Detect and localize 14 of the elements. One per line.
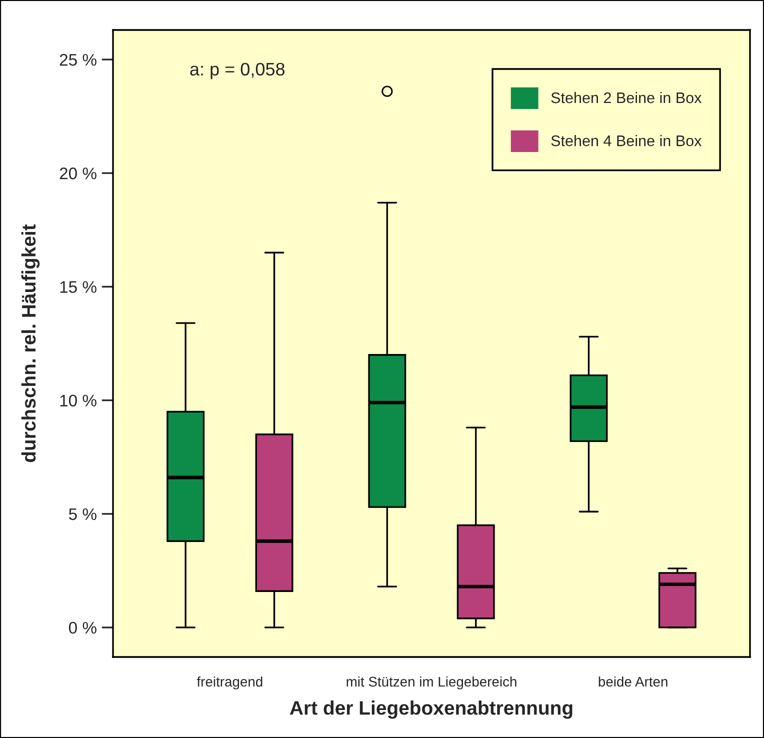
y-tick-label: 25 % — [60, 54, 96, 66]
y-axis-title: durchschn. rel. Häufigkeit — [21, 224, 40, 462]
x-tick-label: beide Arten — [598, 676, 668, 687]
legend-label: Stehen 2 Beine in Box — [551, 92, 702, 104]
y-tick-label: 5 % — [68, 508, 96, 520]
x-axis-title: Art der Liegeboxenabtrennung — [290, 700, 572, 719]
annotation: a: p = 0,058 — [190, 62, 285, 80]
y-tick-label: 15 % — [60, 281, 96, 293]
y-tick-label: 20 % — [60, 168, 96, 180]
x-tick-label: mit Stützen im Liegebereich — [346, 676, 516, 690]
legend-label: Stehen 4 Beine in Box — [551, 134, 702, 146]
y-tick-label: 0 % — [68, 622, 96, 634]
y-tick-label: 10 % — [60, 394, 96, 406]
x-tick-label: freitragend — [196, 676, 262, 690]
